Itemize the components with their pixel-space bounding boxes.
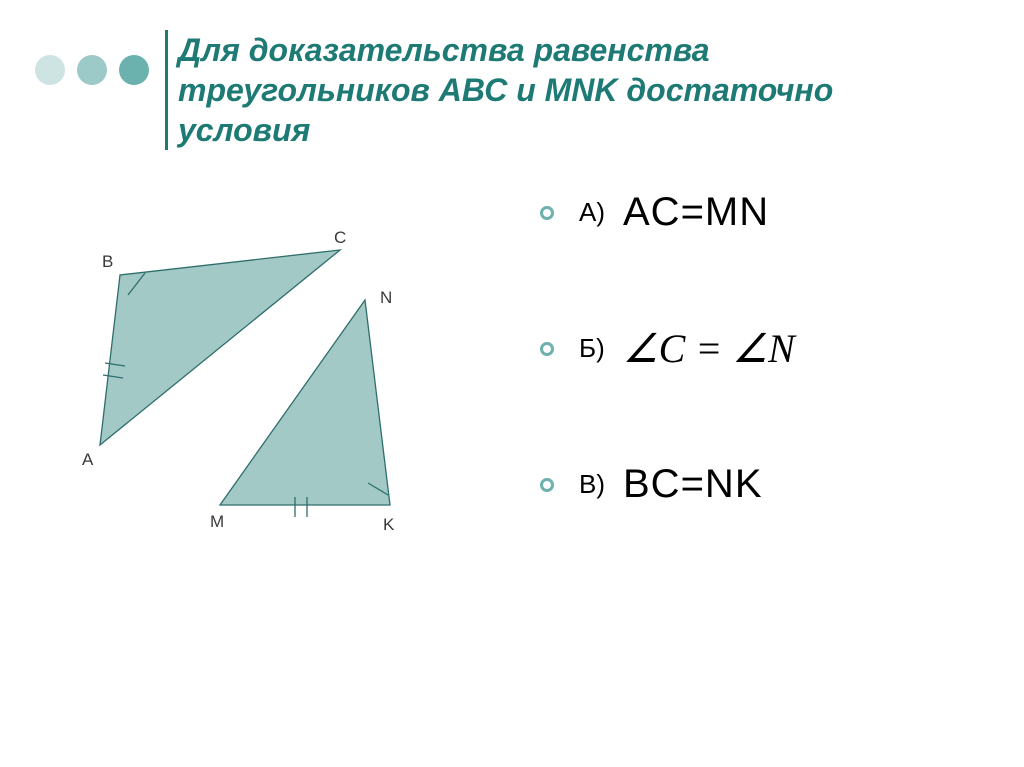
option-c: В) BC=NK: [540, 462, 960, 507]
label-b: B: [102, 252, 113, 271]
option-text: AC=MN: [623, 190, 769, 235]
dot-3: [119, 55, 149, 85]
option-label: А): [579, 197, 605, 228]
option-a: А) AC=MN: [540, 190, 960, 235]
bullet-icon: [540, 478, 554, 492]
label-m: M: [210, 512, 224, 531]
option-label: В): [579, 469, 605, 500]
option-label: Б): [579, 333, 605, 364]
title-block: Для доказательства равенства треугольник…: [165, 30, 925, 150]
label-n: N: [380, 288, 392, 307]
triangle-mnk: [220, 300, 390, 505]
bullet-icon: [540, 342, 554, 356]
bullet-icon: [540, 206, 554, 220]
label-k: K: [383, 515, 395, 534]
triangles-diagram: C B A N M K: [70, 225, 450, 545]
dot-1: [35, 55, 65, 85]
option-text: ∠C = ∠N: [623, 325, 795, 372]
option-b: Б) ∠C = ∠N: [540, 325, 960, 372]
label-c: C: [334, 228, 346, 247]
label-a: A: [82, 450, 94, 469]
slide-title: Для доказательства равенства треугольник…: [178, 30, 925, 150]
decorative-dots: [35, 55, 149, 85]
answer-options: А) AC=MN Б) ∠C = ∠N В) BC=NK: [540, 190, 960, 597]
option-text: BC=NK: [623, 462, 763, 507]
dot-2: [77, 55, 107, 85]
